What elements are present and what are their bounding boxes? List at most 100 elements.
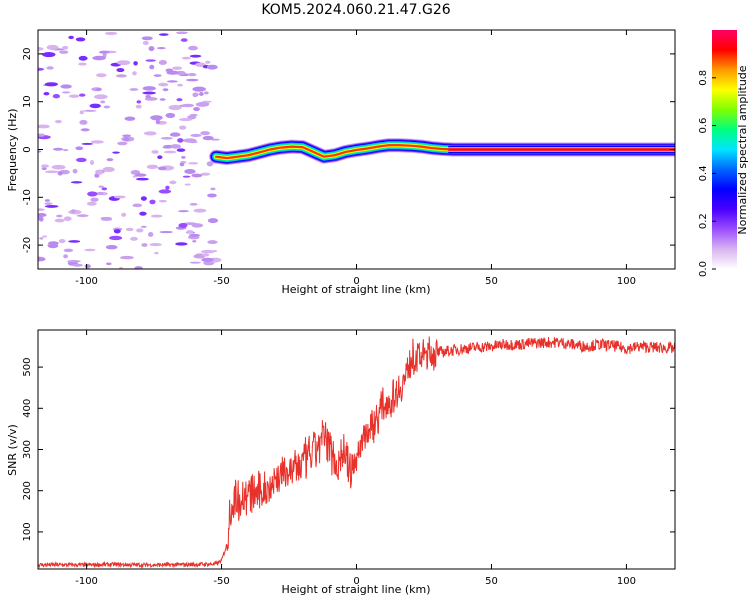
- spectrogram-xtick-label: 50: [485, 276, 498, 287]
- noise-blob: [80, 128, 90, 132]
- noise-blob: [189, 113, 198, 117]
- noise-blob: [180, 38, 188, 42]
- noise-blob: [113, 229, 121, 234]
- noise-blob: [200, 102, 210, 106]
- snr-ylabel: SNR (v/v): [6, 424, 19, 476]
- noise-blob: [132, 71, 137, 76]
- colorbar-label: Normalized spectral amplitude: [736, 65, 749, 234]
- noise-blob: [101, 187, 108, 191]
- colorbar-gradient: [712, 30, 737, 269]
- spectrogram-xtick-label: -50: [213, 276, 229, 287]
- noise-blob: [205, 60, 211, 64]
- noise-blob: [68, 35, 74, 40]
- noise-blob: [75, 157, 87, 163]
- snr-series-line: [38, 336, 676, 569]
- noise-blob: [105, 262, 112, 266]
- noise-blob: [70, 181, 83, 184]
- noise-blob: [79, 110, 84, 115]
- noise-blob: [87, 191, 98, 197]
- noise-blob: [140, 196, 147, 201]
- noise-blob: [153, 74, 162, 77]
- noise-blob: [202, 135, 214, 141]
- noise-blob: [181, 156, 186, 159]
- noise-blob: [210, 187, 216, 191]
- noise-blob: [187, 162, 199, 165]
- noise-blob: [132, 203, 143, 208]
- noise-blob: [38, 150, 42, 153]
- noise-blob: [146, 164, 159, 170]
- noise-blob: [112, 151, 120, 154]
- noise-blob: [189, 54, 202, 58]
- noise-blob: [193, 106, 200, 112]
- noise-blob: [189, 261, 202, 264]
- spectrogram-xtick-label: 100: [617, 276, 636, 287]
- noise-blob: [125, 227, 134, 232]
- noise-blob: [166, 70, 179, 75]
- snr-ytick-label: 200: [22, 481, 33, 500]
- noise-blob: [191, 173, 203, 178]
- noise-blob: [178, 125, 187, 130]
- spectrogram-ytick-label: -10: [22, 189, 33, 205]
- noise-blob: [158, 59, 167, 65]
- snr-frame: [37, 329, 676, 570]
- colorbar-tick-label: 0.0: [698, 261, 709, 277]
- noise-blob: [41, 167, 47, 171]
- noise-blob: [201, 253, 210, 257]
- noise-blob: [38, 67, 45, 71]
- noise-blob: [47, 243, 59, 249]
- noise-blob: [76, 214, 89, 218]
- noise-blob: [184, 183, 191, 186]
- noise-blob: [194, 92, 199, 97]
- noise-blob: [163, 150, 177, 154]
- spectrogram-ytick-label: 20: [22, 48, 33, 61]
- noise-blob: [169, 180, 177, 185]
- noise-blob: [75, 146, 84, 151]
- noise-blob: [98, 50, 110, 54]
- noise-blob: [141, 243, 148, 247]
- noise-blob: [207, 240, 218, 245]
- noise-blob: [95, 87, 102, 92]
- noise-blob: [105, 244, 118, 250]
- noise-blob: [124, 137, 129, 142]
- snr-xtick-label: 0: [353, 576, 359, 587]
- noise-blob: [170, 144, 182, 149]
- noise-blob: [175, 31, 188, 35]
- figure-title: KOM5.2024.060.21.47.G26: [261, 2, 450, 18]
- spectrogram-xtick-label: 0: [353, 276, 359, 287]
- noise-blob: [158, 189, 172, 194]
- noise-blob: [67, 260, 81, 263]
- noise-blob: [42, 51, 56, 58]
- noise-blob: [139, 211, 147, 216]
- snr-ytick-label: 500: [22, 358, 33, 377]
- noise-blob: [155, 119, 161, 125]
- noise-blob: [57, 170, 63, 176]
- noise-blob: [149, 199, 156, 205]
- noise-blob: [52, 93, 61, 99]
- noise-blob: [150, 115, 163, 121]
- noise-blob: [101, 218, 113, 221]
- noise-blob: [60, 84, 72, 89]
- noise-blob: [38, 216, 44, 222]
- noise-blob: [181, 56, 191, 60]
- noise-blob: [172, 66, 183, 70]
- snr-xtick-label: -100: [75, 576, 98, 587]
- spectrogram-xlabel: Height of straight line (km): [281, 283, 430, 296]
- noise-blob: [72, 263, 83, 267]
- noise-blob: [145, 94, 151, 99]
- noise-blob: [206, 161, 214, 167]
- noise-blob: [56, 214, 63, 218]
- noise-blob: [159, 98, 166, 101]
- snr-xlabel: Height of straight line (km): [281, 583, 430, 596]
- noise-blob: [79, 119, 88, 125]
- noise-blob: [158, 82, 169, 87]
- noise-blob: [61, 91, 71, 94]
- noise-blob: [118, 266, 124, 269]
- noise-blob: [68, 240, 81, 243]
- snr-xtick-label: -50: [213, 576, 229, 587]
- noise-blob: [140, 225, 147, 229]
- noise-blob: [38, 133, 46, 137]
- colorbar: 0.0 0.2 0.4 0.6 0.8 Normalized spectral ampl…: [698, 30, 749, 277]
- noise-blob: [162, 88, 169, 92]
- noise-blob: [134, 266, 143, 269]
